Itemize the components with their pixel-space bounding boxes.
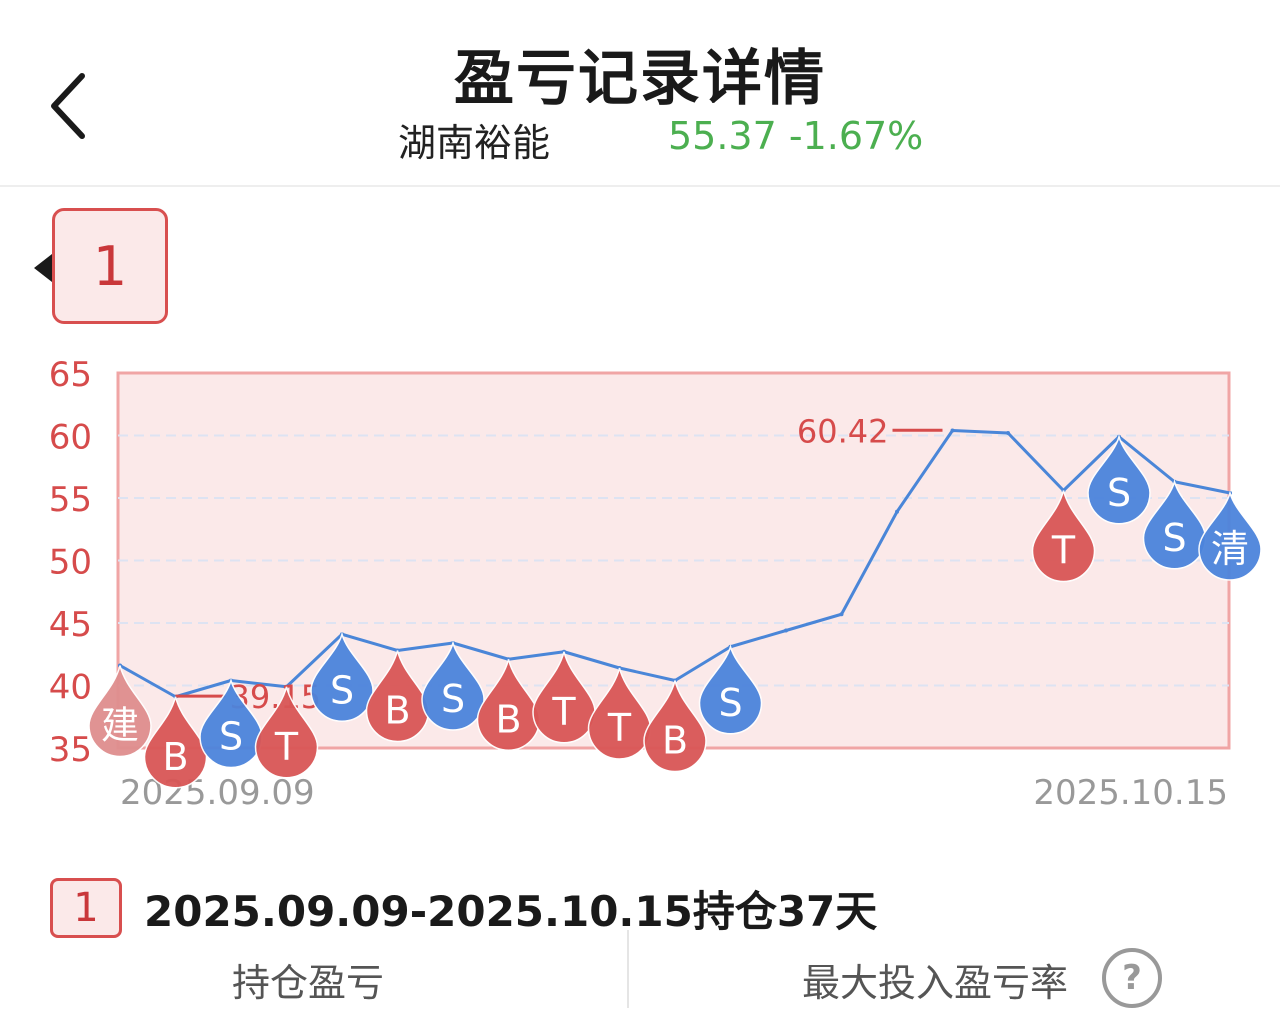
trade-marker-label: 建 [101, 704, 139, 748]
back-button[interactable] [40, 68, 100, 148]
x-end-label: 2025.10.15 [1033, 773, 1228, 813]
price-point [784, 628, 788, 633]
trade-marker-label: T [274, 725, 299, 769]
trade-marker-label: T [551, 690, 576, 734]
trade-marker-label: B [384, 689, 410, 733]
period-badge: 1 [50, 878, 122, 938]
period-text: 2025.09.09-2025.10.15持仓37天 [144, 886, 878, 936]
stats-divider [627, 930, 629, 1008]
position-pnl-label: 持仓盈亏 [232, 961, 385, 1005]
trade-marker-drop [254, 686, 319, 779]
trade-marker-label: S [1162, 516, 1186, 560]
trade-marker-drop [421, 640, 485, 731]
price-point [1006, 431, 1010, 435]
y-tick-label: 50 [49, 543, 92, 583]
y-tick-label: 65 [49, 355, 92, 395]
trade-marker-label: T [607, 706, 632, 750]
stock-name: 湖南裕能 [398, 121, 551, 165]
trade-marker-label: 清 [1211, 527, 1249, 571]
trade-marker-drop [698, 644, 763, 735]
record-tab-1[interactable]: 1 [52, 208, 168, 324]
trade-marker-label: B [495, 697, 521, 741]
trade-marker-drop [1142, 479, 1207, 570]
stock-quote: 55.37 -1.67% [668, 114, 924, 158]
annotation-label: 60.42 [797, 412, 889, 450]
price-point [895, 509, 899, 514]
chevron-left-icon [51, 73, 85, 139]
trade-marker-drop [532, 651, 596, 744]
y-tick-label: 55 [49, 480, 92, 520]
header: 盈亏记录详情 湖南裕能 55.37 -1.67% [0, 0, 1280, 187]
trade-marker-label: S [219, 715, 243, 759]
y-tick-label: 60 [49, 418, 92, 458]
trade-marker-drop [310, 631, 374, 722]
trade-marker-label: S [441, 677, 465, 721]
trade-marker-label: T [1051, 529, 1076, 573]
trade-marker-drop [88, 665, 152, 758]
help-icon[interactable]: ? [1102, 948, 1162, 1008]
caret-left-icon [34, 254, 52, 282]
trade-marker-drop [587, 667, 652, 760]
trade-marker-drop [1087, 434, 1151, 525]
price-point [950, 428, 955, 433]
trade-marker-drop [643, 680, 707, 773]
max-investment-pnl-rate-label: 最大投入盈亏率 [802, 961, 1069, 1005]
trade-marker-label: S [1107, 471, 1131, 515]
trade-marker-label: B [162, 735, 188, 779]
stats-row: 持仓盈亏 最大投入盈亏率 ? [0, 930, 1280, 1027]
period-row: 1 2025.09.09-2025.10.15持仓37天 [50, 876, 877, 940]
trade-marker-drop [1031, 490, 1096, 583]
page-title: 盈亏记录详情 [454, 44, 826, 114]
y-tick-label: 45 [49, 605, 92, 645]
trade-marker-drop [199, 677, 263, 769]
trade-marker-drop [1198, 490, 1262, 581]
price-point [839, 612, 844, 617]
y-tick-label: 40 [49, 668, 92, 708]
trade-marker-label: S [718, 681, 742, 725]
y-tick-label: 35 [49, 730, 92, 770]
trade-marker-label: B [662, 719, 688, 763]
x-start-label: 2025.09.09 [120, 773, 315, 813]
trade-marker-label: S [330, 668, 354, 712]
